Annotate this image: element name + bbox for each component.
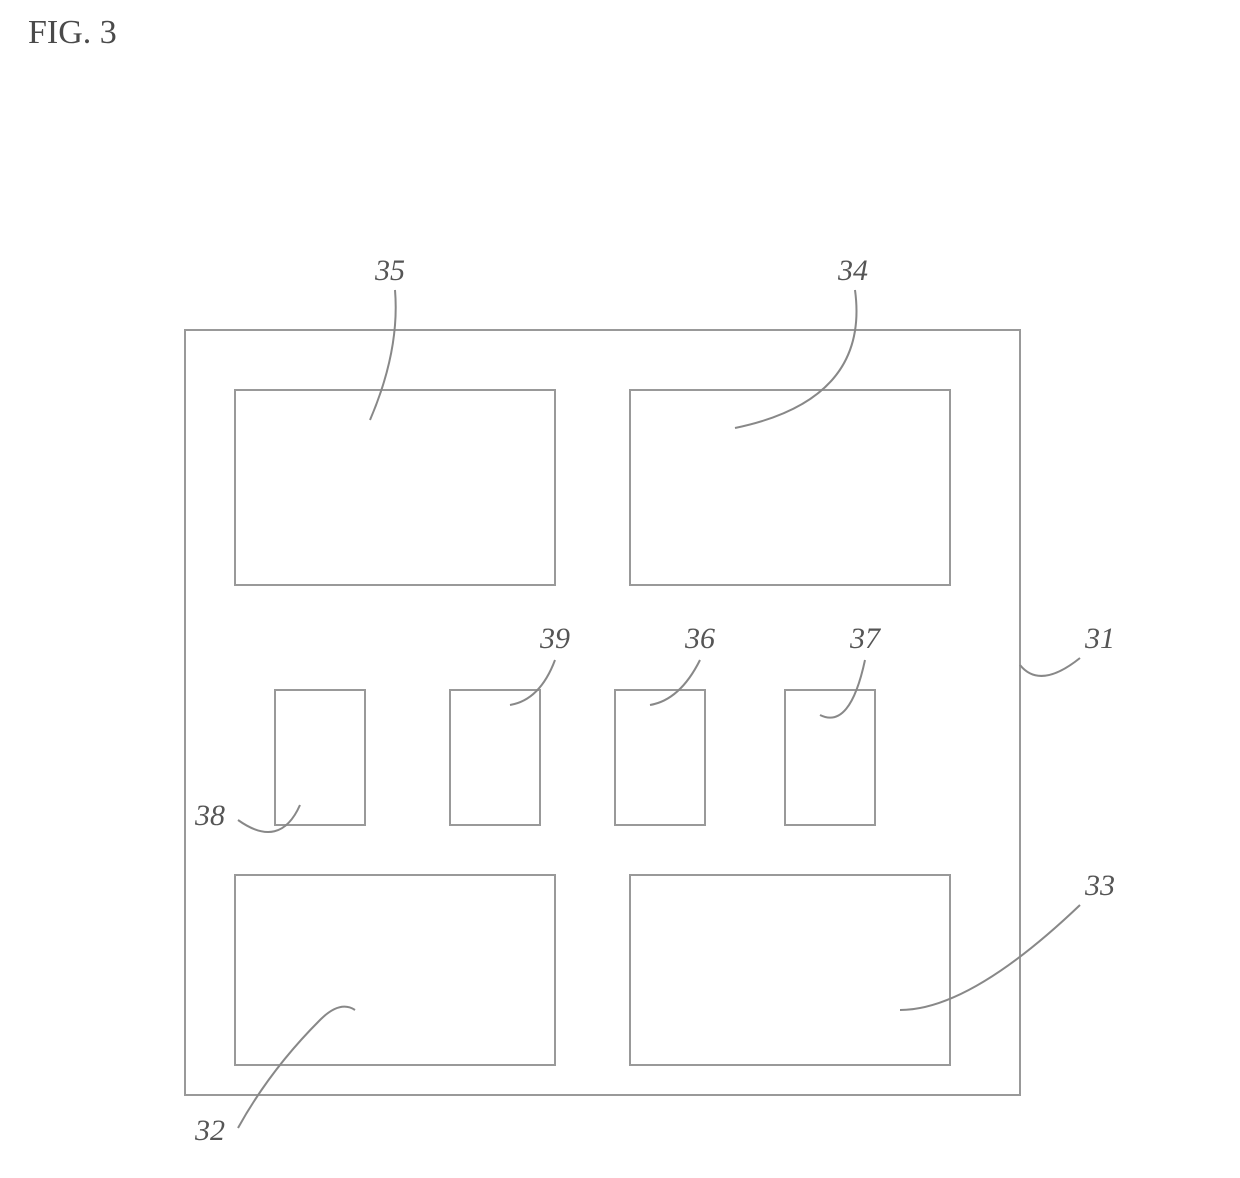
box-33 [630,875,950,1065]
leader-38 [238,805,300,832]
box-37 [785,690,875,825]
diagram-svg: 35 34 31 39 36 37 38 33 32 [0,0,1240,1178]
box-32 [235,875,555,1065]
leader-33 [900,905,1080,1010]
outer-box-31 [185,330,1020,1095]
leader-35 [370,290,396,420]
ref-label-32: 32 [194,1114,225,1147]
ref-label-39: 39 [539,622,570,655]
box-35 [235,390,555,585]
ref-label-36: 36 [684,622,715,655]
leader-34 [735,290,857,428]
ref-label-37: 37 [849,622,882,655]
ref-label-33: 33 [1084,869,1115,902]
ref-label-35: 35 [374,254,405,287]
ref-label-31: 31 [1084,622,1115,655]
box-38 [275,690,365,825]
leader-39 [510,660,555,705]
box-34 [630,390,950,585]
ref-label-34: 34 [837,254,868,287]
ref-label-38: 38 [194,799,225,832]
box-39 [450,690,540,825]
leader-31 [1020,658,1080,676]
leader-37 [820,660,865,718]
leader-36 [650,660,700,705]
leader-32 [238,1007,355,1128]
box-36 [615,690,705,825]
